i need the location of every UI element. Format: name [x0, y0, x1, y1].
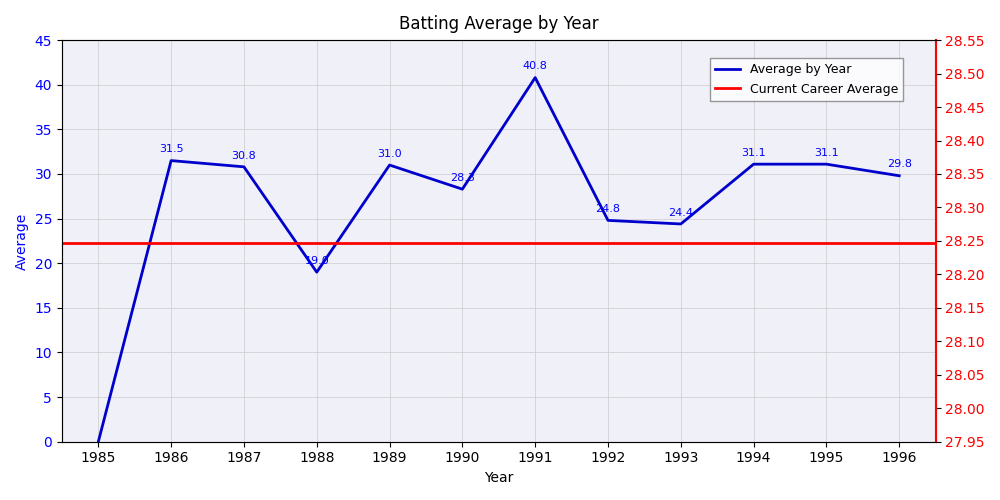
- Text: 19.0: 19.0: [304, 256, 329, 266]
- Average by Year: [893, 173, 905, 179]
- Text: 31.0: 31.0: [377, 148, 402, 158]
- Average by Year: [748, 161, 760, 167]
- Text: 31.5: 31.5: [159, 144, 183, 154]
- Line: Average by Year: Average by Year: [98, 78, 899, 442]
- X-axis label: Year: Year: [484, 471, 513, 485]
- Text: 29.8: 29.8: [887, 160, 912, 170]
- Text: 24.4: 24.4: [668, 208, 693, 218]
- Text: 30.8: 30.8: [232, 150, 256, 160]
- Average by Year: [384, 162, 396, 168]
- Average by Year: [529, 74, 541, 80]
- Legend: Average by Year, Current Career Average: Average by Year, Current Career Average: [710, 58, 903, 100]
- Text: 28.3: 28.3: [450, 173, 475, 183]
- Average by Year: [820, 161, 832, 167]
- Text: 31.1: 31.1: [741, 148, 766, 158]
- Average by Year: [456, 186, 468, 192]
- Average by Year: [92, 438, 104, 444]
- Average by Year: [238, 164, 250, 170]
- Text: 31.1: 31.1: [814, 148, 839, 158]
- Average by Year: [602, 218, 614, 224]
- Average by Year: [165, 158, 177, 164]
- Y-axis label: Average: Average: [15, 212, 29, 270]
- Average by Year: [311, 269, 323, 275]
- Title: Batting Average by Year: Batting Average by Year: [399, 15, 599, 33]
- Average by Year: [675, 221, 687, 227]
- Text: 24.8: 24.8: [595, 204, 620, 214]
- Text: 40.8: 40.8: [523, 62, 548, 72]
